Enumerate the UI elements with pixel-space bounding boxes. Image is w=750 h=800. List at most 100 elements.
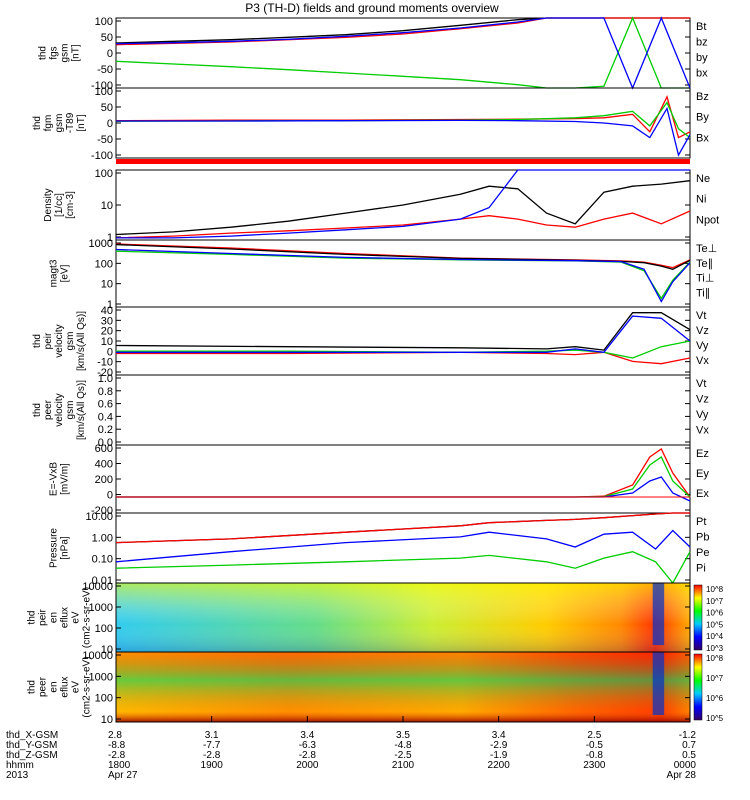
peer-spectrogram-heatmap-overlay xyxy=(116,652,690,722)
peer-spectrogram-ylabel-4: eV xyxy=(71,681,82,694)
efield-series-Ez xyxy=(116,448,691,498)
peer-spectrogram-ylabel-5: (cm2-s-sr-eV) xyxy=(82,656,93,717)
xaxis-value-3-0: 1800 xyxy=(108,760,131,771)
fgm-series-Bz xyxy=(115,94,691,139)
efield-legend-1: Ey xyxy=(696,468,709,480)
xaxis-value-1-1: -7.7 xyxy=(203,740,221,751)
efield-frame xyxy=(115,444,691,514)
peir-spectrogram-colorbar-label-4: 10^4 xyxy=(706,632,724,641)
peir-spectrogram-colorbar xyxy=(693,584,703,651)
efield-ytick-label-4: -200 xyxy=(91,505,113,517)
peir-spectrogram-ylabel-0: thd xyxy=(27,611,38,625)
xaxis-value-0-0: 2.8 xyxy=(108,730,122,741)
peir-spectrogram-ytick-label-1: 1000 xyxy=(89,602,113,614)
peer-spectrogram-ytick-label-0: 10000 xyxy=(82,650,113,662)
peer-velocity-ytick-label-2: 0.6 xyxy=(98,399,113,411)
density-ylabel-2: [cm-3] xyxy=(65,191,76,219)
pressure-legend-3: Pi xyxy=(696,563,706,575)
xaxis-value-2-2: -2.8 xyxy=(299,750,317,761)
peer-spectrogram-ytick-label-3: 10 xyxy=(101,714,113,726)
xaxis-value-3-1: 1900 xyxy=(201,760,224,771)
fgm-ylabel-4: [nT] xyxy=(76,114,87,131)
peer-velocity-ytick-label-3: 0.4 xyxy=(98,411,113,423)
peer-velocity-ytick-label-4: 0.2 xyxy=(98,424,113,436)
temperature-ylabel-0: magt3 xyxy=(49,259,60,287)
xaxis-row-label-2: thd_Z-GSM xyxy=(6,750,58,761)
peer-velocity-legend-2: Vy xyxy=(696,409,709,421)
peer-spectrogram-colorbar-label-2: 10^6 xyxy=(706,694,724,703)
peir-velocity-ylabel-1: peir xyxy=(43,332,54,349)
fgs-legend-2: by xyxy=(696,52,708,64)
peir-spectrogram-ylabel-1: peir xyxy=(38,608,49,625)
fgm-legend-1: By xyxy=(696,112,709,124)
fgm-ytick-label-3: -50 xyxy=(97,134,113,146)
peer-velocity-frame xyxy=(115,374,691,446)
temperature-ytick-label-2: 10 xyxy=(101,279,113,291)
efield-legend-0: Ez xyxy=(696,448,709,460)
peir-velocity-series-Vy xyxy=(116,340,691,359)
peer-spectrogram-ylabel-1: peer xyxy=(38,676,49,697)
peir-spectrogram-ytick-label-3: 10 xyxy=(101,644,113,656)
peir-spectrogram-colorbar-label-5: 10^3 xyxy=(706,644,724,653)
xaxis-row-label-4: 2013 xyxy=(6,770,29,781)
peir-velocity-ytick-label-3: 10 xyxy=(101,336,113,348)
xaxis-value-3-2: 2000 xyxy=(296,760,319,771)
peir-spectrogram-ytick-label-2: 100 xyxy=(95,623,113,635)
density-ylabel-1: [1/cc] xyxy=(54,193,65,217)
peir-velocity-ylabel-0: thd xyxy=(32,334,43,348)
density-ylabel-0: Density xyxy=(43,188,54,221)
pressure-frame xyxy=(115,512,691,584)
peir-spectrogram-heatmap-overlay xyxy=(116,583,690,652)
pressure-legend-2: Pe xyxy=(696,547,709,559)
peer-velocity-ytick-label-1: 0.8 xyxy=(98,386,113,398)
xaxis-row-label-1: thd_Y-GSM xyxy=(6,740,57,751)
xaxis-value-2-3: -2.5 xyxy=(394,750,412,761)
fgs-frame xyxy=(115,17,691,89)
peer-spectrogram-ylabel-3: eflux xyxy=(60,676,71,697)
fgs-ytick-label-1: 50 xyxy=(101,32,113,44)
peer-spectrogram-ylabel-0: thd xyxy=(27,680,38,694)
peer-velocity-ylabel-2: velocity xyxy=(54,393,65,426)
pressure-series-Pb xyxy=(115,512,690,544)
pressure-ytick-label-0: 10.00 xyxy=(85,511,113,523)
fgm-legend-0: Bz xyxy=(696,91,709,103)
peir-spectrogram-ylabel-4: eV xyxy=(71,611,82,624)
peer-spectrogram-colorbar xyxy=(693,653,703,721)
peir-velocity-ytick-label-2: 20 xyxy=(101,326,113,338)
fgs-ytick-label-0: 100 xyxy=(95,16,113,28)
peir-velocity-series-Vx xyxy=(116,315,691,353)
temperature-frame xyxy=(115,239,691,308)
pressure-ytick-label-1: 1.00 xyxy=(92,532,113,544)
pressure-ytick-label-3: 0.01 xyxy=(92,575,113,587)
peir-spectrogram-ylabel-2: en xyxy=(49,612,60,623)
xaxis-value-4-0: Apr 27 xyxy=(108,770,138,781)
temperature-ytick-label-0: 1000 xyxy=(89,238,113,250)
xaxis-value-0-6: -1.2 xyxy=(679,730,697,741)
peir-spectrogram-colorbar-label-1: 10^7 xyxy=(706,597,724,606)
density-legend-1: Ni xyxy=(696,194,706,206)
temperature-ytick-label-1: 100 xyxy=(95,258,113,270)
fgm-series-Bx xyxy=(116,106,691,157)
fgm-ytick-label-2: 0 xyxy=(107,118,113,130)
fgm-ytick-label-1: 50 xyxy=(101,102,113,114)
peer-spectrogram-colorbar-label-0: 10^8 xyxy=(706,654,724,663)
fgm-ylabel-0: thd xyxy=(32,116,43,130)
pressure-series-Pe xyxy=(115,551,691,585)
peir-spectrogram-ytick-label-0: 10000 xyxy=(82,581,113,593)
xaxis-row-label-0: thd_X-GSM xyxy=(6,730,58,741)
fgm-ylabel-1: fgm xyxy=(43,115,54,132)
pressure-ytick-label-2: 0.10 xyxy=(92,554,113,566)
peer-velocity-legend-3: Vx xyxy=(696,425,709,437)
peir-velocity-legend-1: Vz xyxy=(696,325,709,337)
peir-velocity-legend-3: Vx xyxy=(696,355,709,367)
density-series-Ni xyxy=(115,180,691,236)
xaxis-value-3-3: 2100 xyxy=(392,760,415,771)
xaxis-value-2-5: -0.8 xyxy=(586,750,604,761)
peer-spectrogram-colorbar-label-3: 10^5 xyxy=(706,714,724,723)
xaxis-value-3-4: 2200 xyxy=(488,760,511,771)
pressure-legend-0: Pt xyxy=(696,516,706,528)
fgs-legend-3: bx xyxy=(696,68,708,80)
peir-velocity-ytick-label-4: 0 xyxy=(107,346,113,358)
peer-velocity-ylabel-3: gsm xyxy=(65,401,76,420)
peir-spectrogram-ylabel-3: eflux xyxy=(60,607,71,628)
